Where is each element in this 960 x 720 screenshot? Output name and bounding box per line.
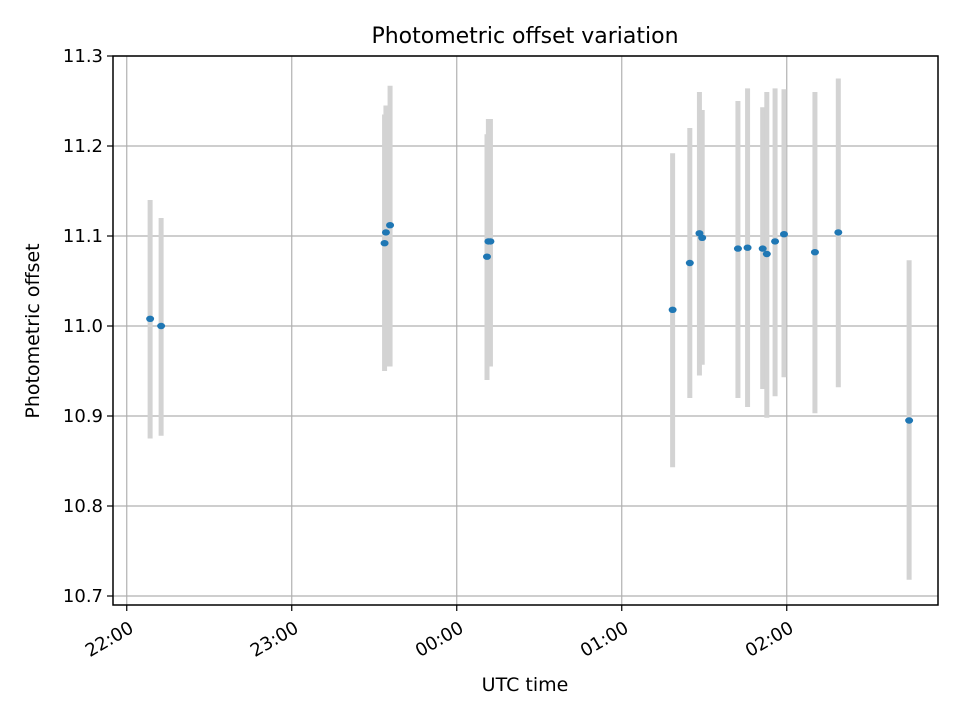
y-tick-label: 10.7 — [63, 586, 103, 607]
plot-frame — [112, 55, 939, 606]
data-point — [685, 259, 694, 267]
x-tick-label: 01:00 — [577, 618, 632, 662]
y-tick-label: 11.3 — [63, 46, 103, 67]
data-point — [380, 240, 389, 247]
x-tick-label: 22:00 — [82, 618, 137, 662]
data-point — [381, 229, 390, 236]
plot-background — [113, 56, 938, 605]
data-point — [758, 245, 767, 252]
x-tick-label: 23:00 — [247, 618, 302, 662]
y-axis: 10.7 10.8 10.9 11.0 11.1 11.2 11.3 — [63, 46, 113, 607]
y-tick-label: 11.0 — [63, 316, 103, 337]
grid — [113, 55, 938, 605]
x-tick-label: 02:00 — [742, 618, 797, 662]
x-axis-label: UTC time — [482, 674, 569, 696]
data-point — [771, 238, 780, 245]
data-point — [905, 417, 914, 424]
data-point — [743, 244, 752, 251]
data-point — [483, 253, 491, 260]
y-tick-label: 11.2 — [63, 136, 103, 157]
data-point — [698, 234, 707, 241]
y-tick-label: 10.8 — [63, 496, 103, 517]
chart-title: Photometric offset variation — [371, 24, 678, 49]
data-points — [146, 222, 914, 424]
y-axis-label: Photometric offset — [22, 243, 44, 418]
data-point — [386, 222, 395, 229]
data-point — [834, 229, 843, 236]
data-point — [780, 231, 788, 238]
data-point — [486, 238, 495, 245]
y-tick-label: 11.1 — [63, 226, 103, 247]
x-tick-label: 00:00 — [412, 618, 467, 662]
data-point — [733, 245, 742, 252]
data-point — [668, 306, 677, 313]
data-point — [810, 249, 819, 256]
data-point — [157, 322, 166, 330]
x-axis: 22:00 23:00 00:00 01:00 02:00 — [82, 605, 797, 662]
data-point — [762, 250, 771, 258]
y-tick-label: 10.9 — [63, 406, 103, 427]
data-point — [146, 315, 155, 322]
